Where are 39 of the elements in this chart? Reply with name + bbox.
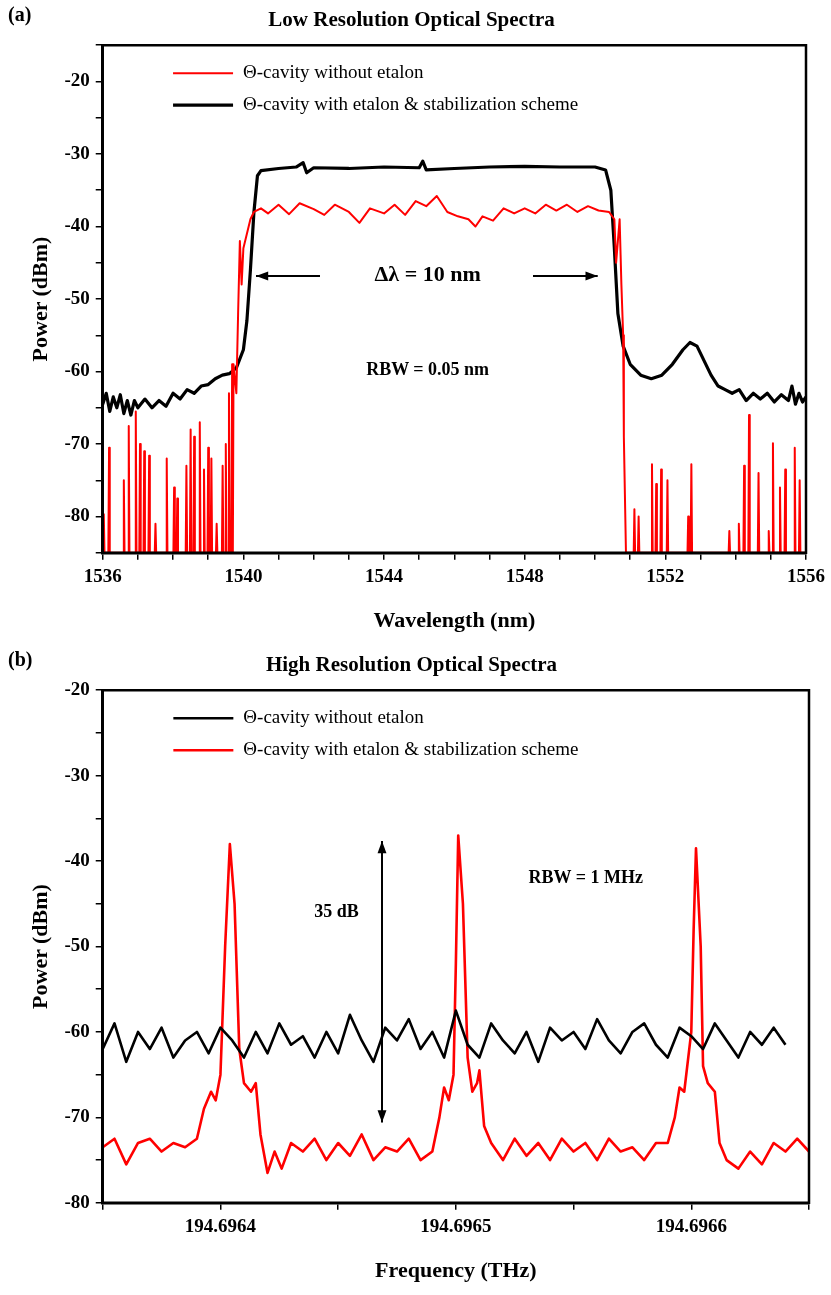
chart-title: High Resolution Optical Spectra [265, 652, 558, 677]
annotation: 35 dB [314, 901, 359, 922]
annotation: RBW = 1 MHz [528, 867, 644, 888]
y-tick-label: -70 [64, 1105, 90, 1127]
x-tick-label: 194.6965 [420, 1215, 492, 1237]
chart-title: Low Resolution Optical Spectra [268, 7, 556, 32]
legend-label: Θ-cavity without etalon [243, 706, 425, 728]
y-tick-label: -70 [64, 431, 90, 453]
x-tick-label: 1552 [646, 565, 685, 587]
annotation: Δλ = 10 nm [374, 261, 481, 287]
y-tick-label: -40 [64, 848, 90, 870]
y-tick-label: -30 [64, 141, 90, 163]
y-tick-label: -60 [64, 1019, 90, 1041]
y-tick-label: -50 [64, 934, 90, 956]
x-tick-label: 1536 [83, 565, 122, 587]
text: (a) [8, 3, 32, 27]
y-tick-label: -50 [64, 286, 90, 308]
x-tick-label: 194.6966 [655, 1215, 727, 1237]
x-tick-label: 1556 [787, 565, 825, 587]
y-axis-title: Power (dBm) [26, 236, 52, 362]
y-tick-label: -40 [64, 214, 90, 236]
y-tick-label: -20 [64, 678, 90, 700]
x-tick-label: 1548 [505, 565, 544, 587]
x-tick-label: 1540 [224, 565, 263, 587]
y-tick-label: -60 [64, 359, 90, 381]
y-tick-label: -20 [64, 69, 90, 91]
x-axis-title: Wavelength (nm) [373, 607, 536, 633]
x-axis-title: Frequency (THz) [375, 1257, 537, 1283]
x-tick-label: 1544 [365, 565, 404, 587]
annotation: RBW = 0.05 nm [366, 358, 490, 379]
y-tick-label: -80 [64, 504, 90, 526]
text: (b) [8, 648, 33, 672]
legend-label: Θ-cavity with etalon & stabilization scheme [243, 93, 579, 115]
legend-label: Θ-cavity with etalon & stabilization scheme [243, 738, 579, 760]
x-tick-label: 194.6964 [184, 1215, 257, 1237]
y-tick-label: -80 [64, 1190, 90, 1212]
y-axis-title: Power (dBm) [26, 884, 52, 1009]
y-tick-label: -30 [64, 763, 90, 785]
legend-label: Θ-cavity without etalon [243, 61, 425, 83]
